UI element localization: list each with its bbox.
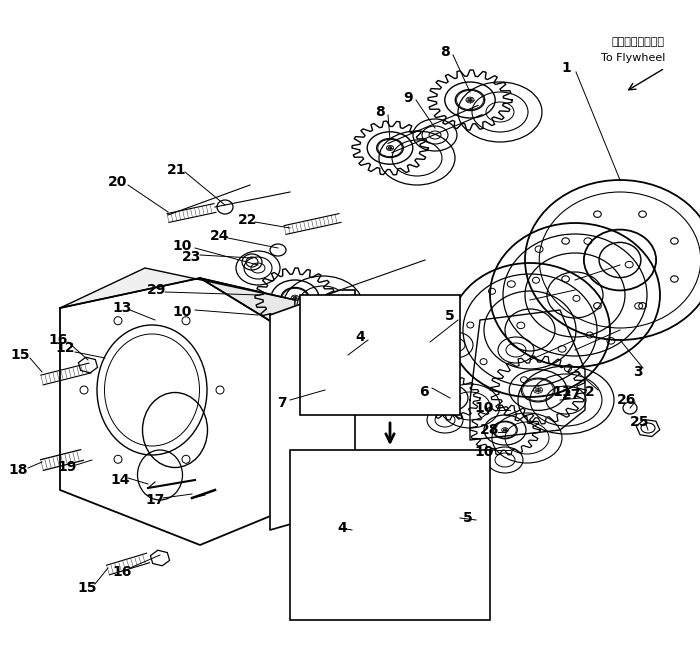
Text: 21: 21 <box>167 163 187 177</box>
Text: 5: 5 <box>463 511 473 525</box>
Polygon shape <box>60 268 295 308</box>
Text: 2: 2 <box>585 385 595 399</box>
Text: 23: 23 <box>182 250 202 264</box>
Text: Service Parts: Service Parts <box>351 608 428 620</box>
Text: 10: 10 <box>475 445 493 459</box>
Text: 13: 13 <box>112 301 132 315</box>
Polygon shape <box>60 278 285 545</box>
Polygon shape <box>200 278 295 510</box>
Text: 10: 10 <box>172 239 192 253</box>
Text: 5: 5 <box>445 309 455 323</box>
Text: 4: 4 <box>337 521 347 535</box>
Text: 8: 8 <box>440 45 450 59</box>
Text: フライホイールへ: フライホイールへ <box>612 37 665 47</box>
Text: To Flywheel: To Flywheel <box>601 53 665 63</box>
Text: 14: 14 <box>111 473 130 487</box>
Text: 17: 17 <box>146 493 164 507</box>
Text: 18: 18 <box>8 463 28 477</box>
Text: 28: 28 <box>480 423 500 437</box>
Text: 10: 10 <box>172 305 192 319</box>
Text: 19: 19 <box>57 460 77 474</box>
Text: 15: 15 <box>10 348 30 362</box>
Text: 12: 12 <box>55 341 75 355</box>
Ellipse shape <box>182 456 190 463</box>
Text: 27: 27 <box>562 388 582 402</box>
Text: 8: 8 <box>375 105 385 119</box>
Ellipse shape <box>114 317 122 325</box>
Text: 7: 7 <box>277 396 287 410</box>
Text: 1: 1 <box>561 61 571 75</box>
Text: 20: 20 <box>108 175 127 189</box>
Text: 9: 9 <box>403 91 413 105</box>
Text: 4: 4 <box>355 330 365 344</box>
Text: 16: 16 <box>48 333 68 347</box>
Text: 29: 29 <box>147 283 167 297</box>
Text: 補給専用: 補給専用 <box>376 592 404 604</box>
Text: 26: 26 <box>617 393 637 407</box>
Text: 22: 22 <box>238 213 258 227</box>
Ellipse shape <box>80 386 88 394</box>
Ellipse shape <box>216 386 224 394</box>
Polygon shape <box>270 290 355 530</box>
Text: 11: 11 <box>552 385 572 399</box>
Bar <box>290 450 490 620</box>
Text: 15: 15 <box>77 581 97 595</box>
Text: 24: 24 <box>210 229 230 243</box>
Ellipse shape <box>182 317 190 325</box>
Ellipse shape <box>114 456 122 463</box>
Text: 25: 25 <box>630 415 650 429</box>
Text: 6: 6 <box>419 385 429 399</box>
Text: 3: 3 <box>634 365 643 379</box>
Text: 16: 16 <box>112 565 132 579</box>
Bar <box>300 295 460 415</box>
Text: 10: 10 <box>475 401 493 415</box>
